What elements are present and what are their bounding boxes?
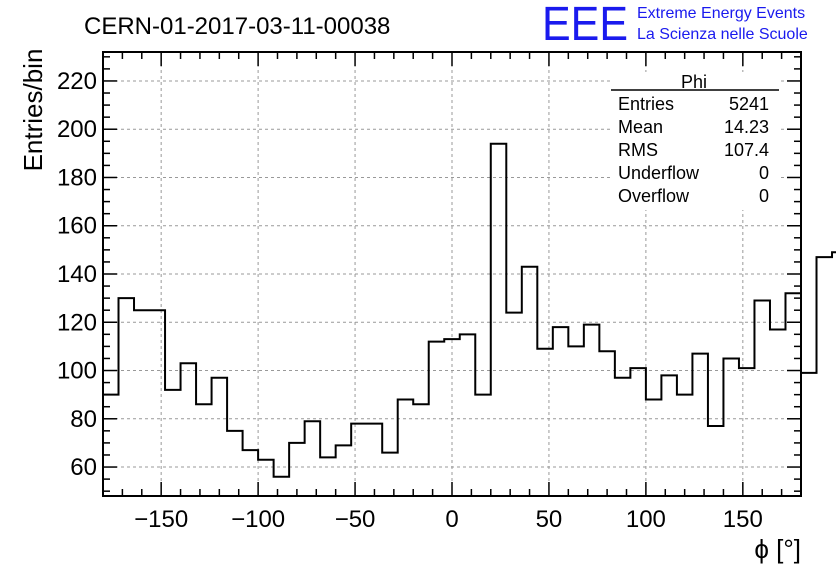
histogram-bin	[227, 431, 243, 496]
histogram-bin	[692, 354, 708, 496]
x-tick-label: −100	[231, 506, 285, 533]
stats-rows: Entries 5241 Mean 14.23 RMS 107.4 Underflow 0 Ov…	[618, 94, 769, 206]
stats-row-label: RMS	[618, 140, 658, 160]
y-tick-labels: 60 80 100 120 140 160 180 200 220	[57, 68, 97, 481]
histogram-bin	[460, 334, 476, 496]
stats-row-label: Entries	[618, 94, 674, 114]
stats-row-value: 107.4	[724, 140, 769, 160]
histogram-bin	[103, 395, 119, 496]
histogram-bin	[429, 342, 445, 496]
histogram-bin	[243, 450, 259, 496]
histogram-bin	[413, 404, 429, 496]
histogram-bin	[506, 313, 522, 496]
y-tick-label: 100	[57, 358, 97, 385]
histogram-bin	[475, 395, 491, 496]
histogram-bin	[817, 257, 833, 496]
stats-box-background	[611, 72, 779, 210]
histogram-bin	[367, 424, 383, 496]
histogram-bin	[444, 339, 460, 496]
histogram-bin	[212, 378, 228, 496]
histogram-bin	[336, 445, 352, 496]
eee-logo: EEE Extreme Energy Events La Scienza nel…	[542, 0, 808, 51]
x-tick-labels: −150 −100 −50 0 50 100 150	[134, 506, 763, 533]
stats-row-value: 0	[759, 186, 769, 206]
eee-logo-line2: La Scienza nelle Scuole	[637, 26, 808, 43]
x-tick-label: −150	[134, 506, 188, 533]
histogram-bin	[770, 330, 786, 497]
histogram-bin	[677, 395, 693, 496]
histogram-bin	[491, 144, 507, 496]
histogram-bin	[537, 349, 553, 496]
histogram-bin	[398, 399, 414, 496]
x-tick-label: 100	[626, 506, 666, 533]
histogram-bin	[258, 460, 274, 496]
histogram-outline	[103, 142, 836, 478]
histogram-bin	[832, 252, 836, 496]
histogram-bin	[615, 378, 631, 496]
y-tick-label: 220	[57, 68, 97, 95]
histogram-bin	[599, 351, 615, 496]
histogram-bin	[584, 325, 600, 496]
x-axis-label: ϕ [°]	[754, 534, 801, 564]
stats-box: Phi Entries 5241 Mean 14.23 RMS 107.4 Underflo…	[611, 72, 779, 210]
histogram-bin	[150, 310, 166, 496]
histogram-bin	[134, 310, 150, 496]
histogram-bin	[739, 368, 755, 496]
axis-ticks	[102, 52, 802, 496]
y-tick-label: 200	[57, 116, 97, 143]
stats-row-value: 14.23	[724, 117, 769, 137]
x-tick-label: 0	[445, 506, 458, 533]
histogram-bin	[801, 373, 817, 496]
y-tick-label: 80	[70, 406, 97, 433]
y-tick-label: 140	[57, 261, 97, 288]
x-tick-label: 50	[536, 506, 563, 533]
histogram-bin	[754, 301, 770, 496]
histogram-bin	[522, 267, 538, 496]
stats-row-label: Mean	[618, 117, 663, 137]
x-tick-label: 150	[723, 506, 763, 533]
y-axis-label: Entries/bin	[18, 49, 48, 172]
y-tick-label: 160	[57, 213, 97, 240]
eee-logo-mark: EEE	[542, 0, 628, 51]
histogram-bin	[196, 404, 212, 496]
histogram-bin	[119, 298, 135, 496]
histogram-bin	[723, 358, 739, 496]
histogram-bin	[165, 390, 181, 496]
x-tick-label: −50	[335, 506, 376, 533]
histogram-bin	[320, 457, 336, 496]
histogram-bin	[181, 363, 197, 496]
chart-title: CERN-01-2017-03-11-00038	[84, 13, 390, 40]
y-tick-label: 120	[57, 309, 97, 336]
histogram-bin	[553, 327, 569, 496]
y-tick-label: 60	[70, 454, 97, 481]
histogram-bin	[708, 426, 724, 496]
stats-row-value: 5241	[729, 94, 769, 114]
stats-row-label: Overflow	[618, 186, 690, 206]
y-tick-label: 180	[57, 164, 97, 191]
histogram-bin	[568, 346, 584, 496]
grid-lines	[103, 52, 801, 496]
histogram-bin	[646, 399, 662, 496]
histogram-bin	[305, 421, 321, 496]
histogram-bin	[351, 424, 367, 496]
stats-row-value: 0	[759, 163, 769, 183]
stats-box-title: Phi	[681, 72, 707, 92]
histogram-bin	[382, 453, 398, 496]
eee-logo-line1: Extreme Energy Events	[637, 5, 805, 22]
histogram-bin	[289, 443, 305, 496]
stats-row-label: Underflow	[618, 163, 700, 183]
histogram-bin	[274, 477, 290, 496]
histogram-bin	[661, 375, 677, 496]
histogram-bin	[630, 368, 646, 496]
